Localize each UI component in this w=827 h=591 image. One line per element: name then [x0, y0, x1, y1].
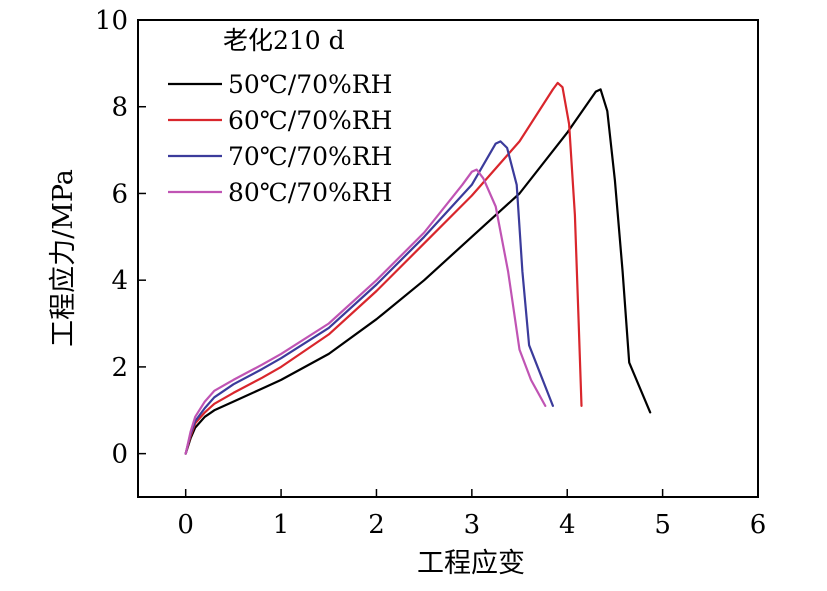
y-tick-label: 0 [111, 440, 128, 470]
plot-frame [137, 19, 759, 498]
legend-label: 80℃/70%RH [228, 178, 392, 207]
x-tick-label: 2 [368, 510, 385, 540]
series-line [184, 88, 652, 455]
legend-label: 50℃/70%RH [228, 70, 392, 99]
legend: 老化210 d 50℃/70%RH 60℃/70%RH 70℃/70%RH 80℃/7… [168, 26, 392, 207]
y-tick-label: 10 [95, 6, 128, 36]
x-tick-label: 1 [273, 510, 290, 540]
x-tick-label: 6 [750, 510, 767, 540]
series-line [184, 81, 583, 455]
x-axis-title: 工程应变 [417, 548, 525, 579]
y-tick-label: 8 [111, 93, 128, 123]
legend-label: 70℃/70%RH [228, 142, 392, 171]
x-tick-label: 3 [464, 510, 481, 540]
y-tick-label: 6 [111, 179, 128, 209]
axis-ticks: 0 1 2 3 4 5 6 0 2 4 6 8 10 [95, 6, 766, 540]
series-line [184, 140, 554, 455]
series-lines [184, 81, 652, 455]
series-line [184, 168, 547, 455]
y-tick-label: 2 [111, 353, 128, 383]
x-tick-label: 4 [559, 510, 576, 540]
legend-label: 60℃/70%RH [228, 106, 392, 135]
y-axis-title: 工程应力/MPa [48, 169, 79, 347]
legend-title: 老化210 d [223, 26, 345, 55]
y-tick-label: 4 [111, 266, 128, 296]
x-tick-label: 5 [654, 510, 671, 540]
x-tick-label: 0 [177, 510, 194, 540]
